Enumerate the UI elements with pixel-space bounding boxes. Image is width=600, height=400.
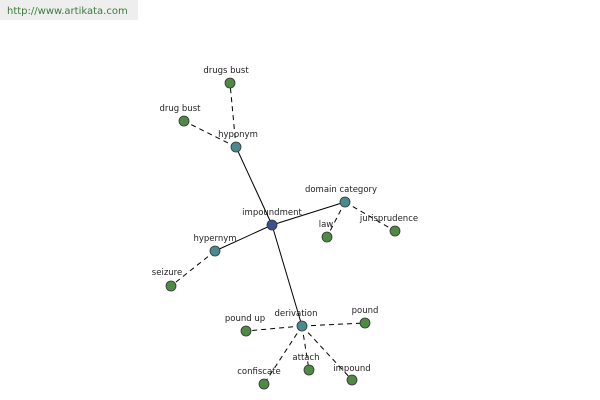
edge [271,201,346,226]
edge [301,325,310,371]
edge [214,224,273,252]
node-label: hypernym [193,234,236,244]
node [230,141,242,153]
node-label: drugs bust [203,66,249,76]
edge [301,325,353,381]
edge [183,120,237,148]
node-label: domain category [305,185,377,195]
node [303,364,315,376]
edge [344,201,396,232]
node [224,77,236,89]
site-url[interactable]: http://www.artikata.com [7,6,128,17]
node [240,325,252,337]
edge [301,322,366,327]
node-label: pound [352,306,379,316]
edge [263,325,303,385]
edge [245,325,303,332]
edge [229,82,237,148]
node-label: pound up [225,314,265,324]
node [339,196,351,208]
node-label: drug bust [160,104,202,114]
edge [271,224,303,327]
node-label: hyponym [218,130,258,140]
node-label: derivation [274,309,317,319]
edges [170,82,396,385]
node [258,378,270,390]
node [209,245,221,257]
node [266,219,278,231]
edge [235,146,273,226]
node [346,374,358,386]
url-box [0,0,138,20]
nodes: impoundment hyponym drugs bust drug bust dom… [152,66,418,390]
node [165,280,177,292]
node-label: impound [333,364,370,374]
node-label: impoundment [242,208,302,218]
edge [326,201,346,238]
node [359,317,371,329]
node-label: confiscate [237,367,281,377]
node-label: seizure [152,268,182,278]
node-label: law [319,220,334,230]
node [321,231,333,243]
node [296,320,308,332]
node [178,115,190,127]
node-label: jurisprudence [359,214,418,224]
edge [170,250,216,287]
node-label: attach [292,353,319,363]
node [389,225,401,237]
